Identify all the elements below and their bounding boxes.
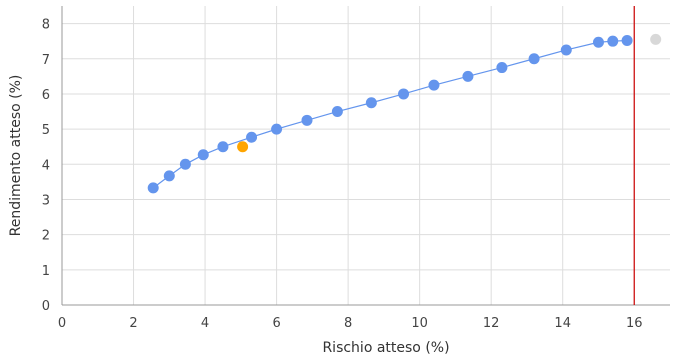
- x-tick-label: 2: [129, 316, 137, 331]
- y-tick-label: 3: [42, 193, 50, 208]
- frontier-point: [365, 97, 377, 109]
- grid: [61, 6, 670, 306]
- frontier-point: [607, 35, 619, 47]
- y-tick-label: 0: [42, 299, 50, 314]
- series-layer: [147, 6, 662, 305]
- y-tick-label: 2: [42, 229, 50, 244]
- frontier-point: [621, 34, 633, 46]
- frontier-point: [462, 70, 474, 82]
- frontier-point: [271, 123, 283, 135]
- frontier-point: [301, 114, 313, 126]
- x-tick-label: 6: [272, 316, 280, 331]
- frontier-point: [592, 36, 604, 48]
- frontier-point: [163, 170, 175, 182]
- frontier-point: [179, 158, 191, 170]
- frontier-point: [496, 62, 508, 74]
- y-tick-label: 1: [42, 264, 50, 279]
- frontier-point: [246, 131, 258, 143]
- x-tick-label: 4: [201, 316, 209, 331]
- y-tick-label: 6: [42, 88, 50, 103]
- y-tick-label: 4: [42, 158, 50, 173]
- y-tick-label: 8: [42, 18, 50, 33]
- x-tick-label: 8: [344, 316, 352, 331]
- y-tick-label: 7: [42, 53, 50, 68]
- x-tick-label: 0: [58, 316, 66, 331]
- frontier-point: [560, 44, 572, 56]
- frontier-point: [398, 88, 410, 100]
- x-tick-label: 12: [483, 316, 500, 331]
- frontier-point: [147, 182, 159, 194]
- x-tick-label: 10: [411, 316, 428, 331]
- axes: [61, 6, 670, 306]
- x-axis-label: Rischio atteso (%): [322, 340, 449, 356]
- frontier-point: [528, 53, 540, 65]
- frontier-point: [197, 149, 209, 161]
- x-tick-label: 14: [554, 316, 571, 331]
- frontier-point: [428, 79, 440, 91]
- frontier-point: [217, 141, 229, 153]
- frontier-point: [331, 106, 343, 118]
- excluded-point: [650, 33, 662, 45]
- x-tick-label: 16: [626, 316, 643, 331]
- y-tick-label: 5: [42, 123, 50, 138]
- y-axis-label: Rendimento atteso (%): [8, 75, 24, 237]
- current-portfolio-point: [237, 141, 249, 153]
